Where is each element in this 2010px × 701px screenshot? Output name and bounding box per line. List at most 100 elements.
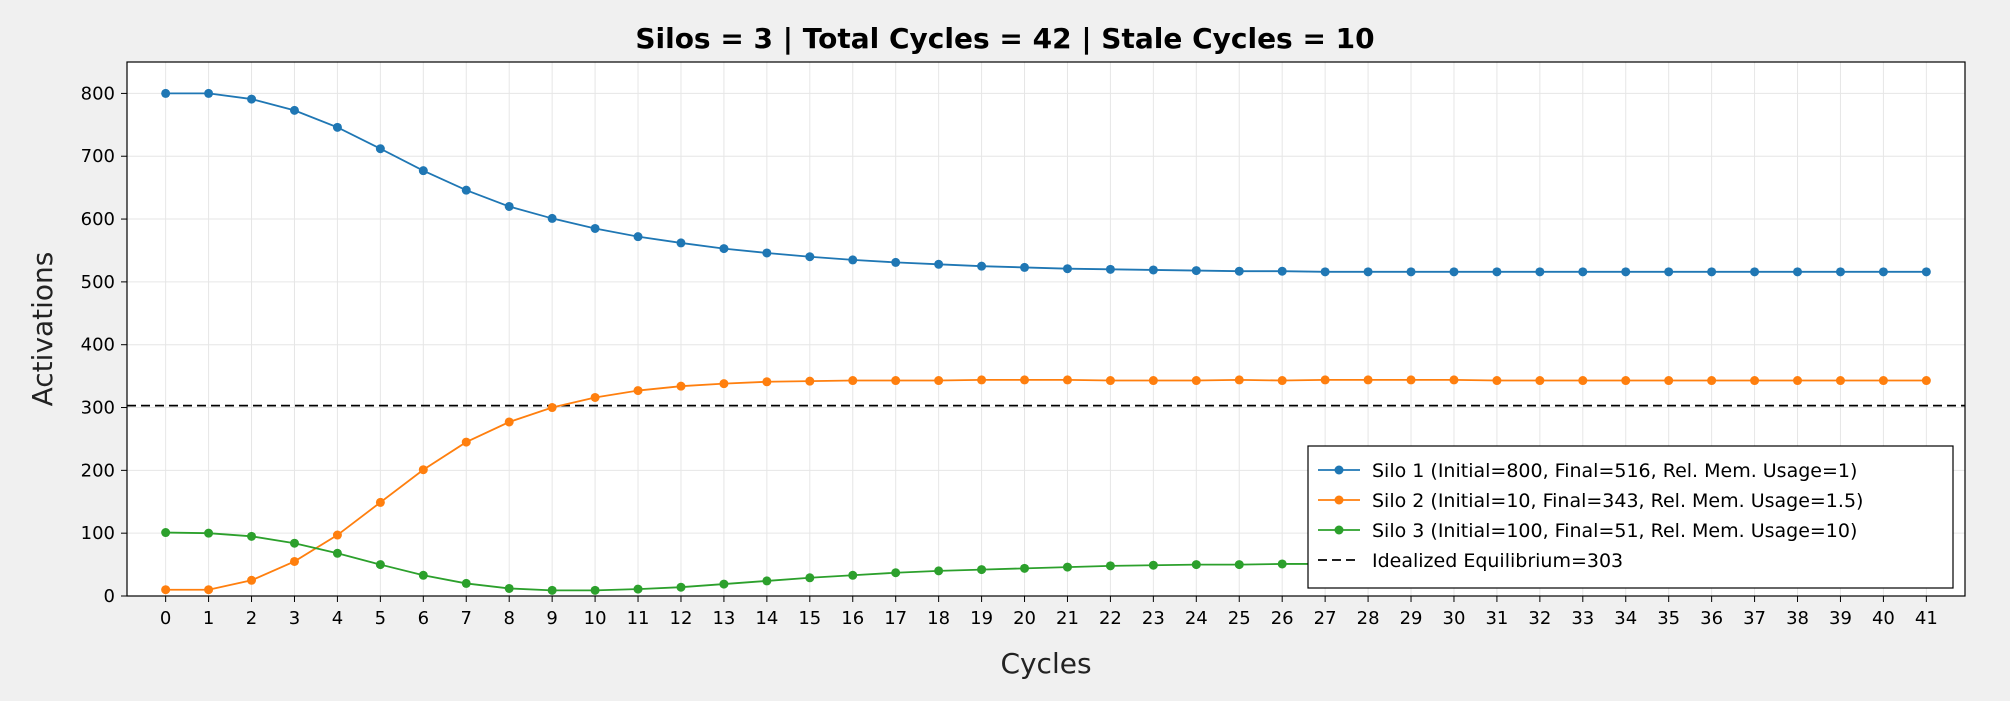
data-point [1707, 376, 1717, 386]
data-point [1191, 376, 1201, 386]
x-tick-label: 15 [798, 608, 821, 629]
legend-item: Silo 1 (Initial=800, Final=516, Rel. Mem… [1318, 460, 1857, 482]
legend: Silo 1 (Initial=800, Final=516, Rel. Mem… [1307, 445, 1954, 589]
x-tick-label: 22 [1099, 608, 1122, 629]
data-point [1148, 265, 1158, 275]
x-tick-label: 5 [375, 608, 386, 629]
data-point [719, 244, 729, 254]
data-point [1105, 561, 1115, 571]
data-point [1535, 267, 1545, 277]
x-tick-label: 29 [1400, 608, 1423, 629]
data-point [1020, 563, 1030, 573]
data-point [161, 88, 171, 98]
data-point [1750, 376, 1760, 386]
data-point [504, 201, 514, 211]
data-point [1835, 267, 1845, 277]
legend-item: Silo 2 (Initial=10, Final=343, Rel. Mem.… [1318, 490, 1863, 512]
y-tick-label: 700 [81, 146, 115, 167]
x-tick-label: 23 [1142, 608, 1165, 629]
data-point [332, 548, 342, 558]
data-point [1234, 560, 1244, 570]
data-point [1234, 266, 1244, 276]
data-point [247, 575, 257, 585]
data-point [1406, 375, 1416, 385]
data-point [1707, 267, 1717, 277]
y-tick-label: 0 [104, 586, 115, 607]
data-point [762, 576, 772, 586]
legend-item: Idealized Equilibrium=303 [1318, 550, 1623, 572]
data-point [1277, 559, 1287, 569]
y-tick-label: 500 [81, 272, 115, 293]
data-point [418, 166, 428, 176]
data-point [161, 585, 171, 595]
data-point [1406, 267, 1416, 277]
series-line-2 [165, 378, 1927, 591]
data-point [461, 437, 471, 447]
x-tick-label: 34 [1614, 608, 1637, 629]
y-axis-ticks: 0 100 200 300 400 500 600 700 800 [81, 83, 127, 607]
data-point [719, 579, 729, 589]
data-point [547, 403, 557, 413]
data-point [1921, 376, 1931, 386]
data-point [1062, 562, 1072, 572]
y-tick-label: 100 [81, 523, 115, 544]
x-tick-label: 39 [1829, 608, 1852, 629]
legend-label: Silo 1 (Initial=800, Final=516, Rel. Mem… [1372, 460, 1857, 482]
series-line-1 [165, 92, 1927, 273]
data-point [977, 375, 987, 385]
data-point [1621, 267, 1631, 277]
data-point [805, 376, 815, 386]
data-point [204, 585, 214, 595]
x-tick-label: 4 [332, 608, 343, 629]
x-tick-label: 18 [927, 608, 950, 629]
x-tick-label: 0 [160, 608, 171, 629]
data-point [977, 565, 987, 575]
data-point [977, 261, 987, 271]
data-point [247, 94, 257, 104]
data-point [418, 570, 428, 580]
legend-box [1307, 445, 1954, 589]
data-point [805, 573, 815, 583]
data-point [1578, 267, 1588, 277]
y-tick-label: 300 [81, 398, 115, 419]
x-tick-label: 9 [546, 608, 557, 629]
data-point [375, 560, 385, 570]
data-point [805, 252, 815, 262]
x-tick-label: 38 [1786, 608, 1809, 629]
data-point [891, 376, 901, 386]
data-point [934, 566, 944, 576]
y-tick-label: 200 [81, 460, 115, 481]
data-point [375, 497, 385, 507]
data-point [1105, 264, 1115, 274]
data-point [590, 585, 600, 595]
data-point [934, 376, 944, 386]
data-point [1062, 375, 1072, 385]
x-tick-label: 27 [1314, 608, 1337, 629]
data-point [1105, 376, 1115, 386]
legend-item: Silo 3 (Initial=100, Final=51, Rel. Mem.… [1318, 520, 1857, 542]
x-tick-label: 6 [418, 608, 429, 629]
x-tick-label: 8 [503, 608, 514, 629]
data-point [1363, 267, 1373, 277]
data-point [1535, 376, 1545, 386]
x-axis-ticks: 0 1 2 3 4 5 6 7 8 9 10 11 12 13 14 15 16 17 18 19 20 21 22 23 24… [160, 596, 1938, 629]
data-point [590, 392, 600, 402]
data-point [891, 568, 901, 578]
data-point [1921, 267, 1931, 277]
x-tick-label: 3 [289, 608, 300, 629]
series-2 [161, 375, 1931, 595]
data-point [1191, 266, 1201, 276]
data-point [848, 255, 858, 265]
x-tick-label: 25 [1228, 608, 1251, 629]
data-point [1793, 267, 1803, 277]
data-point [1320, 267, 1330, 277]
data-point [1320, 375, 1330, 385]
data-point [848, 376, 858, 386]
x-tick-label: 28 [1357, 608, 1380, 629]
data-point [891, 257, 901, 267]
data-point [1277, 266, 1287, 276]
x-tick-label: 2 [246, 608, 257, 629]
data-point [1664, 267, 1674, 277]
plot-frame [126, 61, 1966, 597]
